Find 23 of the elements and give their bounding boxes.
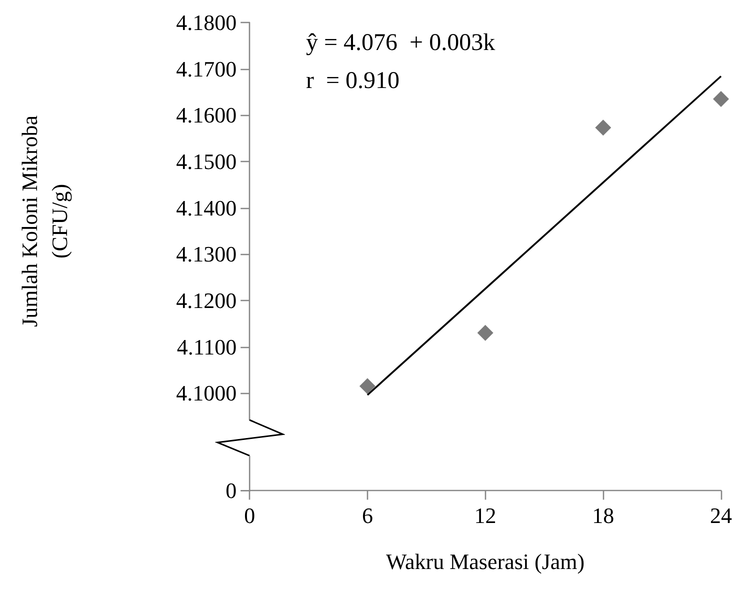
y-tick-label: 4.1600 (176, 102, 237, 128)
y-tick-label: 4.1000 (176, 380, 237, 406)
point (359, 378, 376, 394)
x-tick-label: 6 (362, 503, 373, 528)
y-tick-label: 4.1100 (176, 334, 237, 360)
annotation: ŷ = 4.076 + 0.003k (306, 30, 496, 56)
text: 0 (226, 478, 237, 504)
y-tick-label: 4.1400 (176, 195, 237, 220)
point (713, 90, 729, 107)
x-tick-label: 18 (592, 503, 614, 528)
y-tick-label: 4.1500 (176, 148, 237, 174)
y-axis-title: Jumlah Koloni Mikroba (CFU/g) (17, 115, 72, 327)
x-axis-title: Wakru Maserasi (Jam) (386, 549, 585, 574)
x-tick-label: 24 (710, 503, 732, 528)
y-tick-label: 4.1300 (176, 242, 237, 267)
point (595, 120, 612, 136)
y-tick-label: 4.1800 (176, 10, 237, 35)
annotation: r = 0.910 (306, 68, 400, 94)
x-tick-label: 12 (474, 503, 496, 528)
x-tick-label: 0 (244, 503, 256, 528)
y-tick-label: 4.1200 (176, 288, 237, 313)
point (477, 324, 494, 341)
y-tick-label: 4.1700 (176, 56, 237, 82)
